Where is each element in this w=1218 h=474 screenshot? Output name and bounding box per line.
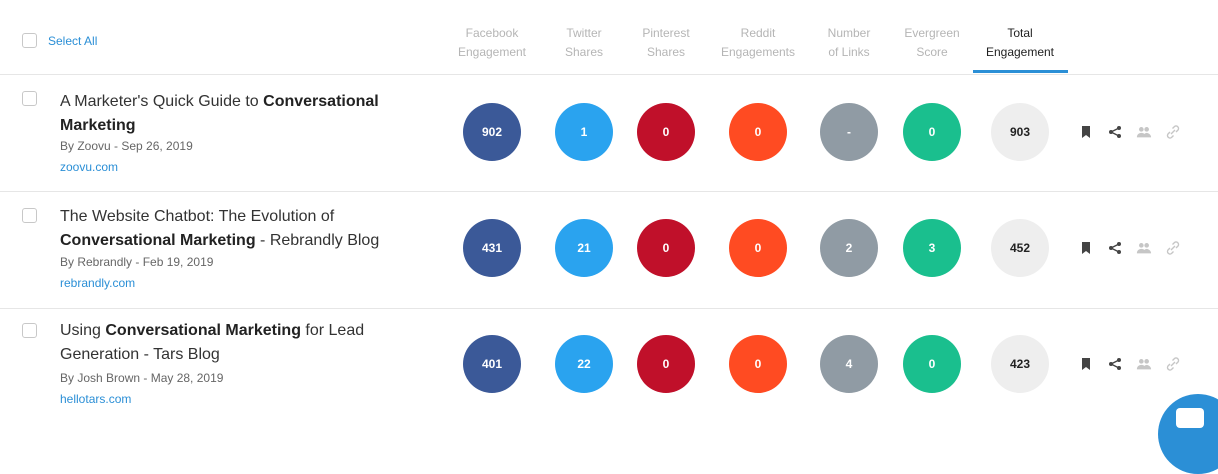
table-header: Select All Facebook Engagement Twitter S… [0,0,1218,75]
table-row: Using Conversational Marketing for Lead … [0,307,1218,424]
reddit-engagements: 0 [729,335,787,393]
share-icon[interactable] [1107,356,1123,372]
row-actions [1078,240,1181,256]
column-evergreen[interactable]: Evergreen Score [904,26,960,59]
twitter-shares: 1 [555,103,613,161]
chat-bubble-glyph [1176,408,1204,428]
article-byline: By Rebrandly - Feb 19, 2019 [60,255,214,269]
article-domain[interactable]: hellotars.com [60,392,132,406]
evergreen-score: 0 [903,335,961,393]
users-icon[interactable] [1136,356,1152,372]
article-title[interactable]: The Website Chatbot: The Evolution of Co… [60,208,380,249]
column-pinterest[interactable]: Pinterest Shares [642,26,690,59]
pinterest-shares: 0 [637,103,695,161]
number-of-links: 2 [820,219,878,277]
number-of-links: 4 [820,335,878,393]
users-icon[interactable] [1136,240,1152,256]
total-engagement: 423 [991,335,1049,393]
pinterest-shares: 0 [637,335,695,393]
column-facebook[interactable]: Facebook Engagement [457,26,527,59]
article-domain[interactable]: zoovu.com [60,160,119,174]
row-checkbox[interactable] [22,91,37,106]
bookmark-icon[interactable] [1078,240,1094,256]
facebook-engagement: 401 [463,335,521,393]
column-links[interactable]: Number of Links [827,26,871,59]
pinterest-shares: 0 [637,219,695,277]
users-icon[interactable] [1136,124,1152,140]
number-of-links: - [820,103,878,161]
select-all-label[interactable]: Select All [48,34,98,48]
row-checkbox[interactable] [22,323,37,338]
total-engagement: 903 [991,103,1049,161]
facebook-engagement: 431 [463,219,521,277]
row-actions [1078,124,1181,140]
link-icon[interactable] [1165,124,1181,140]
total-engagement: 452 [991,219,1049,277]
table-row: A Marketer's Quick Guide to Conversation… [0,74,1218,192]
row-actions [1078,356,1181,372]
share-icon[interactable] [1107,240,1123,256]
column-reddit[interactable]: Reddit Engagements [720,26,796,59]
select-all-checkbox[interactable] [22,33,37,48]
reddit-engagements: 0 [729,219,787,277]
article-byline: By Josh Brown - May 28, 2019 [60,371,224,385]
bookmark-icon[interactable] [1078,124,1094,140]
twitter-shares: 21 [555,219,613,277]
share-icon[interactable] [1107,124,1123,140]
evergreen-score: 3 [903,219,961,277]
article-title[interactable]: Using Conversational Marketing for Lead … [60,322,365,363]
evergreen-score: 0 [903,103,961,161]
column-twitter[interactable]: Twitter Shares [564,26,604,59]
column-total[interactable]: Total Engagement [985,26,1055,59]
table-row: The Website Chatbot: The Evolution of Co… [0,191,1218,309]
active-sort-indicator [973,70,1068,73]
article-byline: By Zoovu - Sep 26, 2019 [60,139,193,153]
facebook-engagement: 902 [463,103,521,161]
bookmark-icon[interactable] [1078,356,1094,372]
link-icon[interactable] [1165,240,1181,256]
link-icon[interactable] [1165,356,1181,372]
row-checkbox[interactable] [22,208,37,223]
reddit-engagements: 0 [729,103,787,161]
article-title[interactable]: A Marketer's Quick Guide to Conversation… [60,93,379,134]
article-domain[interactable]: rebrandly.com [60,276,136,290]
twitter-shares: 22 [555,335,613,393]
